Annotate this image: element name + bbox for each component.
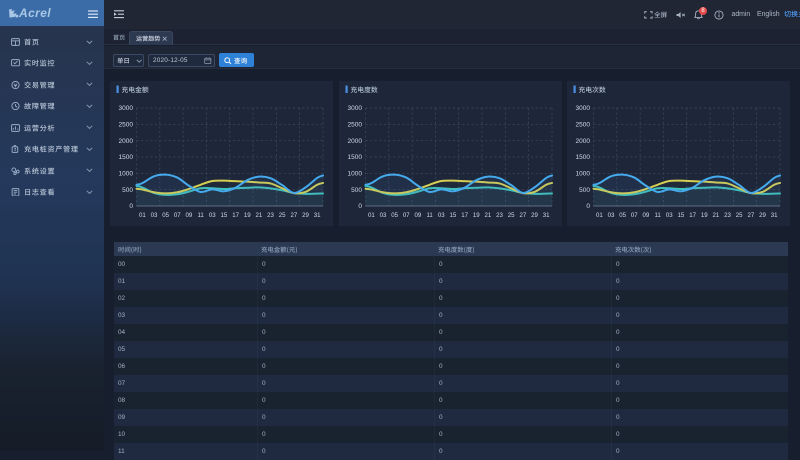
svg-text:17: 17 [689, 212, 696, 219]
svg-text:31: 31 [771, 212, 778, 219]
svg-text:3000: 3000 [119, 105, 134, 112]
svg-text:27: 27 [747, 212, 754, 219]
svg-text:19: 19 [244, 212, 251, 219]
svg-text:1500: 1500 [348, 154, 363, 161]
svg-text:15: 15 [450, 212, 457, 219]
svg-text:11: 11 [426, 212, 433, 219]
svg-text:500: 500 [122, 187, 133, 194]
svg-text:31: 31 [543, 212, 550, 219]
svg-text:09: 09 [415, 212, 422, 219]
svg-text:1500: 1500 [119, 154, 134, 161]
svg-text:03: 03 [380, 212, 387, 219]
svg-text:21: 21 [712, 212, 719, 219]
svg-text:27: 27 [290, 212, 297, 219]
svg-text:09: 09 [643, 212, 650, 219]
svg-text:2500: 2500 [576, 122, 591, 129]
svg-text:05: 05 [391, 212, 398, 219]
svg-text:23: 23 [496, 212, 503, 219]
svg-text:29: 29 [302, 212, 309, 219]
svg-text:31: 31 [314, 212, 321, 219]
svg-text:2000: 2000 [348, 138, 363, 145]
svg-text:25: 25 [279, 212, 286, 219]
svg-text:2000: 2000 [119, 138, 134, 145]
svg-text:2000: 2000 [576, 138, 591, 145]
svg-text:09: 09 [186, 212, 193, 219]
svg-text:0: 0 [129, 203, 133, 210]
svg-text:29: 29 [531, 212, 538, 219]
svg-text:21: 21 [484, 212, 491, 219]
svg-text:03: 03 [209, 212, 216, 219]
svg-text:500: 500 [579, 187, 590, 194]
svg-text:19: 19 [473, 212, 480, 219]
svg-text:27: 27 [519, 212, 526, 219]
svg-text:2500: 2500 [119, 122, 134, 129]
svg-text:1500: 1500 [576, 154, 591, 161]
svg-text:1000: 1000 [119, 171, 134, 178]
svg-text:1000: 1000 [576, 171, 591, 178]
svg-text:25: 25 [736, 212, 743, 219]
svg-text:05: 05 [619, 212, 626, 219]
svg-text:07: 07 [403, 212, 410, 219]
svg-text:0: 0 [358, 203, 362, 210]
svg-text:07: 07 [174, 212, 181, 219]
svg-text:03: 03 [666, 212, 673, 219]
svg-text:0: 0 [586, 203, 590, 210]
svg-text:23: 23 [724, 212, 731, 219]
svg-text:03: 03 [151, 212, 158, 219]
svg-text:29: 29 [759, 212, 766, 219]
svg-text:15: 15 [678, 212, 685, 219]
svg-text:11: 11 [654, 212, 661, 219]
svg-text:01: 01 [596, 212, 603, 219]
svg-text:19: 19 [701, 212, 708, 219]
svg-text:03: 03 [608, 212, 615, 219]
svg-text:23: 23 [267, 212, 274, 219]
svg-text:2500: 2500 [348, 122, 363, 129]
svg-text:3000: 3000 [576, 105, 591, 112]
svg-text:500: 500 [351, 187, 362, 194]
svg-text:1000: 1000 [348, 171, 363, 178]
svg-text:03: 03 [438, 212, 445, 219]
svg-text:11: 11 [197, 212, 204, 219]
svg-text:01: 01 [139, 212, 146, 219]
svg-text:01: 01 [368, 212, 375, 219]
svg-text:3000: 3000 [348, 105, 363, 112]
svg-text:17: 17 [461, 212, 468, 219]
svg-text:25: 25 [508, 212, 515, 219]
svg-text:17: 17 [232, 212, 239, 219]
svg-text:05: 05 [162, 212, 169, 219]
svg-text:15: 15 [221, 212, 228, 219]
svg-text:21: 21 [255, 212, 262, 219]
svg-text:07: 07 [631, 212, 638, 219]
